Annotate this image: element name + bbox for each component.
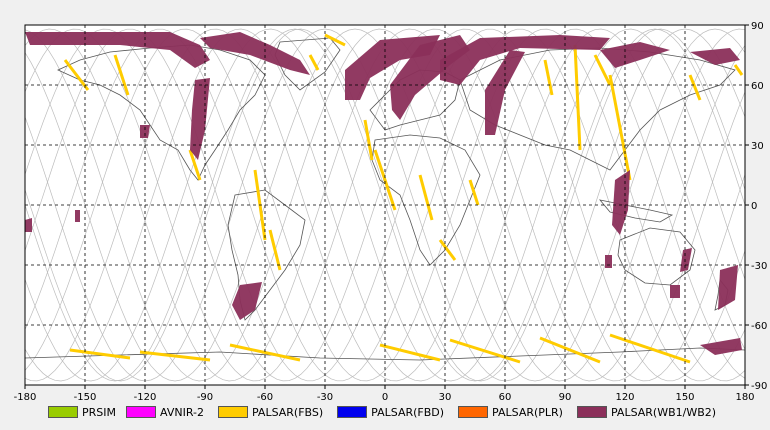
lon-tick-label: 60: [499, 392, 512, 403]
wb-swath: [200, 32, 310, 75]
fbs-strip: [268, 229, 282, 271]
wb-swath: [25, 32, 210, 68]
lon-tick-label: 150: [675, 392, 694, 403]
fbs-strip: [609, 333, 691, 364]
legend-item: PALSAR(FBS): [217, 405, 324, 419]
fbs-strip: [539, 336, 601, 364]
legend-item: PALSAR(WB1/WB2): [576, 405, 717, 419]
fbs-strip: [418, 174, 434, 221]
lon-tick-label: -60: [257, 392, 273, 403]
fbs-strip: [573, 44, 582, 151]
fbs-strip: [63, 59, 90, 91]
fbs-strip: [139, 350, 211, 362]
wb-swath: [718, 265, 738, 310]
lat-tick-label: 90: [751, 21, 764, 32]
wb-swath: [75, 210, 80, 222]
legend-label: PALSAR(FBS): [251, 405, 324, 419]
lat-tick-label: -30: [751, 261, 767, 272]
wb-swath: [485, 50, 525, 135]
lon-tick-label: 30: [439, 392, 452, 403]
lat-tick-label: -60: [751, 321, 767, 332]
lon-tick-label: 120: [615, 392, 634, 403]
fbs-strip: [688, 74, 702, 101]
wb-swath: [140, 125, 150, 138]
fbs-strip: [733, 64, 744, 76]
legend-swatch: [337, 406, 368, 418]
palsar-wb-swaths: [25, 32, 742, 355]
fbs-strip: [308, 54, 320, 71]
lon-tick-label: 90: [559, 392, 572, 403]
fbs-strip: [449, 338, 521, 364]
wb-swath: [690, 48, 740, 65]
fbs-strip: [468, 179, 480, 206]
fbs-strip: [438, 239, 457, 261]
australia-outline: [617, 227, 696, 286]
fbs-strip: [379, 343, 441, 362]
lat-tick-label: 60: [751, 81, 764, 92]
graticule: [25, 25, 745, 385]
legend-item: PRSIM: [48, 406, 116, 419]
legend-item: AVNIR-2: [126, 406, 204, 419]
wb-swath: [680, 248, 692, 272]
legend-label: PRSIM: [82, 405, 116, 419]
fbs-strip: [113, 54, 130, 96]
fbs-strip: [229, 343, 301, 362]
fbs-strip: [188, 149, 202, 181]
legend-swatch: [217, 406, 248, 418]
lon-tick-label: 180: [735, 392, 754, 403]
wb-swath: [670, 285, 680, 298]
orbit-track: [24, 28, 746, 382]
wb-swath: [25, 218, 32, 232]
south-america-outline: [227, 189, 306, 321]
fbs-strip: [608, 74, 632, 181]
wb-swath: [605, 255, 612, 268]
lon-tick-label: -30: [317, 392, 333, 403]
lon-tick-label: -180: [14, 392, 37, 403]
lon-tick-label: -120: [134, 392, 157, 403]
fbs-strip: [324, 33, 346, 47]
lat-tick-label: -90: [751, 381, 767, 392]
lat-tick-label: 30: [751, 141, 764, 152]
legend-swatch: [458, 406, 489, 418]
fbs-strip: [363, 119, 374, 161]
fbs-strip: [543, 59, 554, 96]
latitude-ticks: 90 60 30 0 -30 -60 -90: [745, 21, 767, 392]
legend-label: PALSAR(WB1/WB2): [610, 405, 717, 419]
lon-tick-label: -90: [197, 392, 213, 403]
legend-swatch: [48, 406, 78, 418]
longitude-ticks: -180 -150 -120 -90 -60 -30 0 30 60 90 120 150 180: [14, 385, 755, 403]
fbs-strip: [593, 54, 612, 86]
legend-label: PALSAR(FBD): [371, 405, 445, 419]
legend-item: PALSAR(FBD): [337, 406, 444, 419]
wb-swath: [612, 170, 630, 235]
legend: PRSIM AVNIR-2 PALSAR(FBS) PALSAR(FBD) PALSAR…: [48, 403, 716, 421]
legend-swatch: [126, 406, 156, 418]
lon-tick-label: -150: [74, 392, 97, 403]
fbs-strip: [373, 149, 397, 211]
legend-label: PALSAR(PLR): [492, 405, 563, 419]
wb-swath: [600, 42, 670, 68]
fbs-strip: [69, 348, 131, 360]
lon-tick-label: 0: [382, 392, 388, 403]
wb-swath: [440, 35, 610, 85]
wb-swath: [700, 338, 742, 355]
legend-item: PALSAR(PLR): [458, 406, 563, 419]
legend-label: AVNIR-2: [160, 405, 204, 419]
lat-tick-label: 0: [751, 201, 757, 212]
wb-swath: [232, 282, 262, 320]
legend-swatch: [576, 406, 607, 418]
